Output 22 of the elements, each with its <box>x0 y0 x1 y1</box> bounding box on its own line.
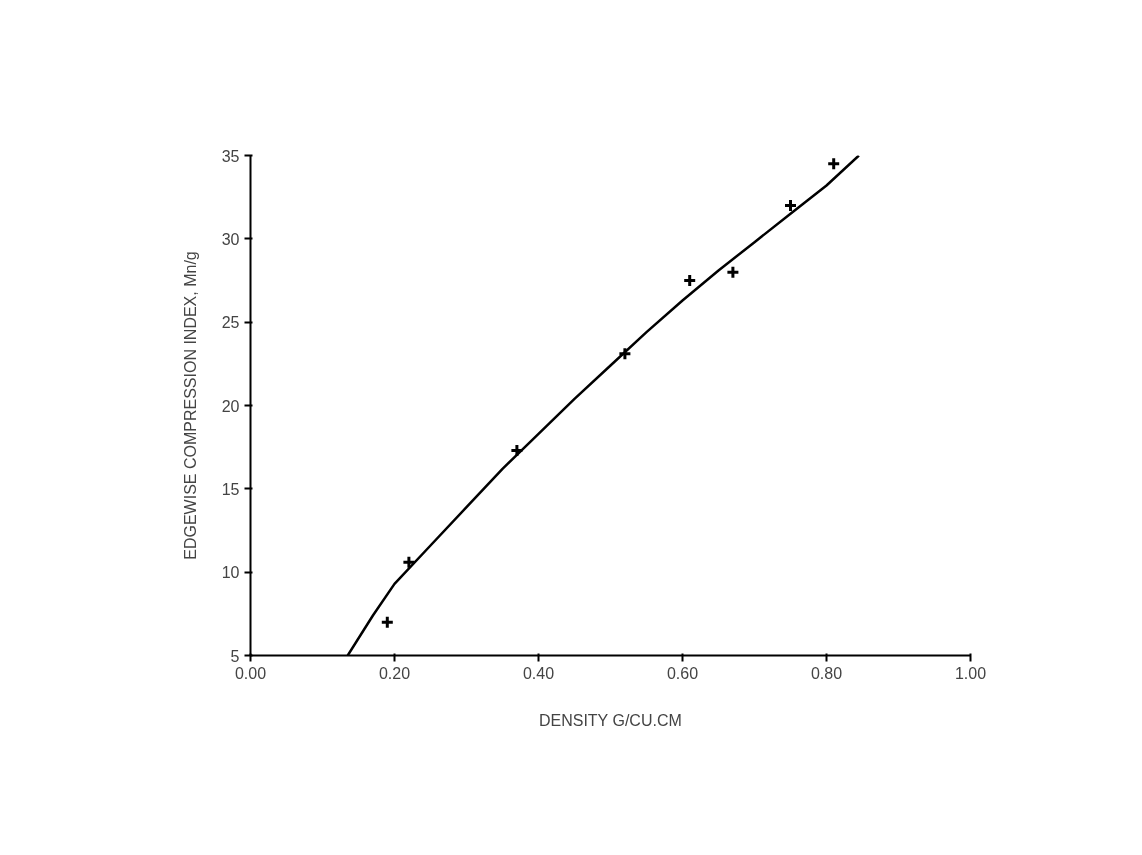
x-tick-label: 0.40 <box>522 664 555 682</box>
x-tick-label: 1.00 <box>954 664 987 682</box>
point <box>783 198 798 213</box>
point <box>380 615 395 630</box>
point <box>725 265 740 280</box>
y-tick-label: 20 <box>221 397 240 415</box>
point <box>617 346 632 361</box>
y-tick-label: 30 <box>221 230 240 248</box>
x-axis-title: DENSITY G/CU.CM <box>538 711 682 729</box>
y-tick-label: 5 <box>230 647 240 665</box>
point <box>826 156 841 171</box>
point <box>401 555 416 570</box>
y-tick-label: 25 <box>221 314 240 332</box>
y-tick-label: 15 <box>221 480 240 498</box>
x-tick-label: 0.60 <box>666 664 699 682</box>
x-tick-label: 0.00 <box>234 664 267 682</box>
point <box>682 273 697 288</box>
y-tick-label: 10 <box>221 564 240 582</box>
y-axis-title: EDGEWISE COMPRESSION INDEX, Mn/g <box>181 251 199 560</box>
x-tick-label: 0.20 <box>378 664 411 682</box>
x-tick-label: 0.80 <box>810 664 843 682</box>
y-tick-label: 35 <box>221 147 240 165</box>
